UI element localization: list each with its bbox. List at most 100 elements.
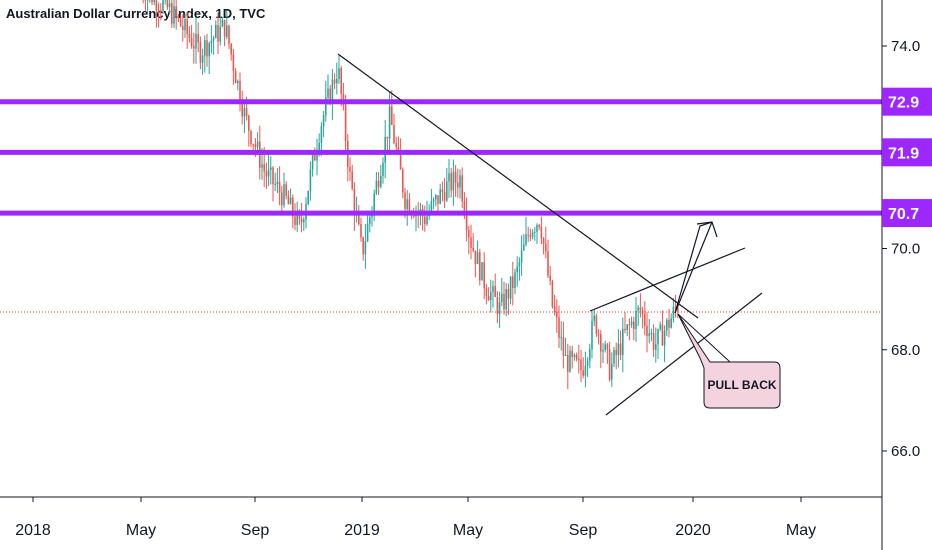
candle-body (314, 154, 316, 161)
candle-body (188, 33, 191, 38)
candle-body (441, 189, 444, 192)
candle-body (153, 0, 155, 3)
candle-body (382, 162, 384, 177)
candle-body (283, 184, 285, 206)
candle-body (402, 169, 404, 193)
candle-body (481, 262, 483, 281)
pull-back-callout[interactable]: PULL BACK (677, 313, 781, 409)
candle-body (386, 136, 389, 139)
candle-body (595, 315, 598, 334)
candle-body (254, 144, 257, 148)
candle-body (391, 106, 393, 125)
breakout-arrow-stem (674, 221, 713, 314)
candle-body (380, 176, 382, 187)
level-label-box (882, 138, 932, 167)
candle-body (250, 131, 252, 145)
candle-body (483, 262, 485, 289)
candle-body (635, 310, 637, 329)
candle-body (351, 171, 353, 189)
candle-body (186, 19, 188, 34)
candle-body (340, 68, 342, 94)
wedge-lower-line[interactable] (605, 292, 763, 416)
y-axis-ticks: 74.0 70.0 68.0 66.0 (882, 38, 920, 460)
candle-body (210, 40, 213, 44)
candle-body (360, 224, 362, 238)
candle-body (633, 321, 635, 329)
candle-body (204, 40, 206, 56)
candle-body (201, 55, 204, 63)
candle-body (399, 150, 402, 170)
candle-body (593, 315, 595, 321)
candle-body (496, 296, 499, 315)
y-tick-label: 70.0 (891, 241, 920, 258)
candle-body (490, 292, 492, 301)
level-label-box (882, 199, 932, 228)
candle-body (437, 195, 439, 204)
candle-body (375, 180, 378, 194)
breakout-arrow[interactable] (674, 221, 713, 314)
candle-body (672, 306, 675, 319)
candle-body (509, 276, 512, 299)
candle-body (527, 234, 529, 236)
candle-body (531, 232, 534, 237)
candle-body (182, 26, 184, 31)
candle-body (311, 154, 314, 170)
candle-body (215, 25, 217, 39)
candle-body (173, 6, 175, 24)
candle-body (534, 231, 536, 233)
candle-body (230, 44, 232, 55)
candle-body (377, 180, 380, 187)
candle-body (584, 366, 587, 376)
candle-body (512, 276, 514, 289)
level-labels: 72.9 71.9 70.7 (882, 87, 932, 228)
candle-body (294, 216, 296, 225)
candle-body (514, 272, 516, 289)
candle-body (454, 171, 457, 183)
x-tick-label: 2018 (15, 522, 51, 539)
candle-body (463, 201, 466, 215)
candle-body (329, 88, 331, 104)
candle-body (307, 191, 309, 205)
candle-body (278, 181, 281, 193)
candle-body (432, 199, 435, 202)
candle-body (237, 80, 239, 84)
candle-body (219, 26, 221, 42)
y-tick-label: 74.0 (891, 38, 920, 55)
candle-body (600, 334, 602, 352)
descending-trendline[interactable] (337, 53, 699, 319)
candle-body (564, 355, 567, 357)
x-tick-label: May (126, 522, 156, 539)
candle-body (364, 241, 367, 255)
candle-body (358, 212, 360, 225)
candle-body (212, 38, 215, 41)
wedge-upper-line[interactable] (589, 247, 746, 312)
candle-body (474, 250, 477, 265)
candle-body (395, 143, 397, 148)
breakout-arrow-head (696, 221, 718, 238)
candle-body (525, 234, 527, 245)
candle-body (639, 307, 642, 311)
candle-body (232, 54, 235, 71)
candle-body (404, 192, 406, 210)
x-tick-label: Sep (569, 522, 598, 539)
candle-body (646, 325, 648, 336)
candle-body (540, 227, 543, 239)
candle-body (461, 175, 463, 202)
candle-body (472, 247, 474, 251)
candle-body (637, 307, 639, 311)
candle-body (655, 344, 657, 350)
candle-body (567, 355, 569, 372)
candles-layer (142, 0, 679, 390)
candle-body (549, 275, 551, 281)
candle-body (520, 250, 523, 263)
candle-body (661, 324, 664, 346)
candle-body (450, 173, 452, 191)
candle-body (366, 223, 369, 242)
candle-body (459, 175, 461, 188)
candle-body (553, 306, 556, 312)
candle-body (228, 25, 230, 45)
candle-body (622, 328, 624, 356)
candle-body (217, 25, 219, 42)
candle-body (208, 43, 210, 57)
